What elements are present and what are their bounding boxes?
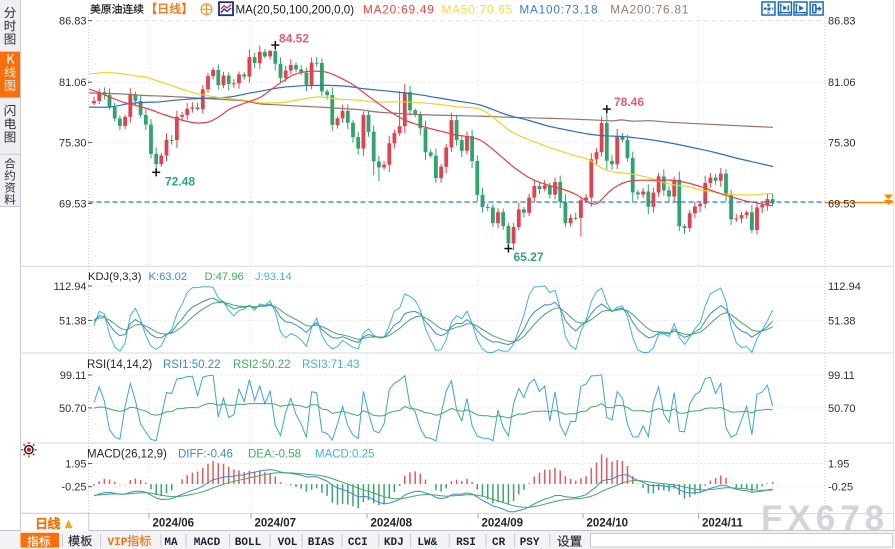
svg-text:BIAS: BIAS (308, 537, 335, 549)
svg-text:1.95: 1.95 (65, 459, 86, 471)
svg-text:84.52: 84.52 (279, 32, 309, 46)
svg-text:BOLL: BOLL (235, 537, 262, 549)
svg-text:81.06: 81.06 (828, 77, 856, 89)
svg-text:99.11: 99.11 (60, 370, 87, 382)
svg-text:MA200:76.81: MA200:76.81 (610, 3, 689, 17)
svg-text:KDJ: KDJ (384, 537, 404, 549)
svg-text:MACD(26,12,9): MACD(26,12,9) (87, 449, 167, 461)
svg-text:50.70: 50.70 (828, 403, 856, 415)
svg-text:2024/11: 2024/11 (702, 518, 744, 530)
svg-text:72.48: 72.48 (165, 175, 195, 189)
svg-text:75.30: 75.30 (828, 137, 856, 149)
svg-text:DEA:-0.58: DEA:-0.58 (248, 449, 301, 461)
svg-text:MA100:73.18: MA100:73.18 (519, 3, 598, 17)
svg-text:51.38: 51.38 (828, 315, 856, 327)
svg-text:-0.25: -0.25 (61, 482, 86, 494)
svg-text:2024/08: 2024/08 (371, 518, 413, 530)
svg-text:50.70: 50.70 (59, 403, 87, 415)
svg-text:MA: MA (164, 537, 178, 549)
svg-text:1.95: 1.95 (828, 459, 849, 471)
svg-text:RSI1:50.22: RSI1:50.22 (163, 359, 221, 371)
svg-text:112.94: 112.94 (54, 281, 87, 293)
svg-text:CR: CR (492, 537, 506, 549)
svg-text:RSI3:71.43: RSI3:71.43 (302, 359, 360, 371)
svg-text:86.83: 86.83 (828, 16, 856, 28)
svg-text:65.27: 65.27 (514, 250, 544, 264)
svg-text:VIP: VIP (108, 537, 128, 549)
svg-text:KDJ(9,3,3): KDJ(9,3,3) (88, 271, 142, 283)
svg-text:J:93.14: J:93.14 (255, 271, 292, 283)
svg-text:75.30: 75.30 (59, 137, 87, 149)
svg-text:-0.25: -0.25 (828, 482, 853, 494)
svg-text:112.94: 112.94 (828, 281, 861, 293)
svg-text:RSI2:50.22: RSI2:50.22 (233, 359, 291, 371)
svg-text:VOL: VOL (278, 537, 298, 549)
svg-text:RSI: RSI (456, 537, 476, 549)
svg-text:RSI(14,14,2): RSI(14,14,2) (87, 359, 152, 371)
svg-text:MA(20,50,100,200,0,0): MA(20,50,100,200,0,0) (236, 4, 355, 17)
svg-text:CCI: CCI (348, 537, 368, 549)
svg-text:MA20:69.49: MA20:69.49 (363, 3, 435, 17)
svg-text:69.53: 69.53 (59, 199, 87, 211)
svg-text:99.11: 99.11 (828, 370, 855, 382)
svg-text:K:63.02: K:63.02 (149, 271, 188, 283)
svg-text:MA50:70.65: MA50:70.65 (442, 3, 514, 17)
svg-text:D:47.96: D:47.96 (205, 271, 244, 283)
svg-text:51.38: 51.38 (59, 315, 87, 327)
svg-text:MACD:0.25: MACD:0.25 (315, 449, 374, 461)
svg-text:2024/10: 2024/10 (587, 518, 629, 530)
svg-text:PSY: PSY (520, 537, 540, 549)
svg-text:81.06: 81.06 (59, 77, 87, 89)
svg-text:DIFF:-0.46: DIFF:-0.46 (178, 449, 233, 461)
svg-text:2024/09: 2024/09 (482, 518, 524, 530)
svg-text:LW&: LW& (417, 537, 437, 549)
svg-text:78.46: 78.46 (614, 95, 644, 109)
svg-text:2024/07: 2024/07 (255, 518, 297, 530)
svg-text:MACD: MACD (194, 537, 221, 549)
svg-text:69.53: 69.53 (828, 199, 856, 211)
svg-text:86.83: 86.83 (59, 16, 87, 28)
svg-text:2024/06: 2024/06 (153, 518, 195, 530)
